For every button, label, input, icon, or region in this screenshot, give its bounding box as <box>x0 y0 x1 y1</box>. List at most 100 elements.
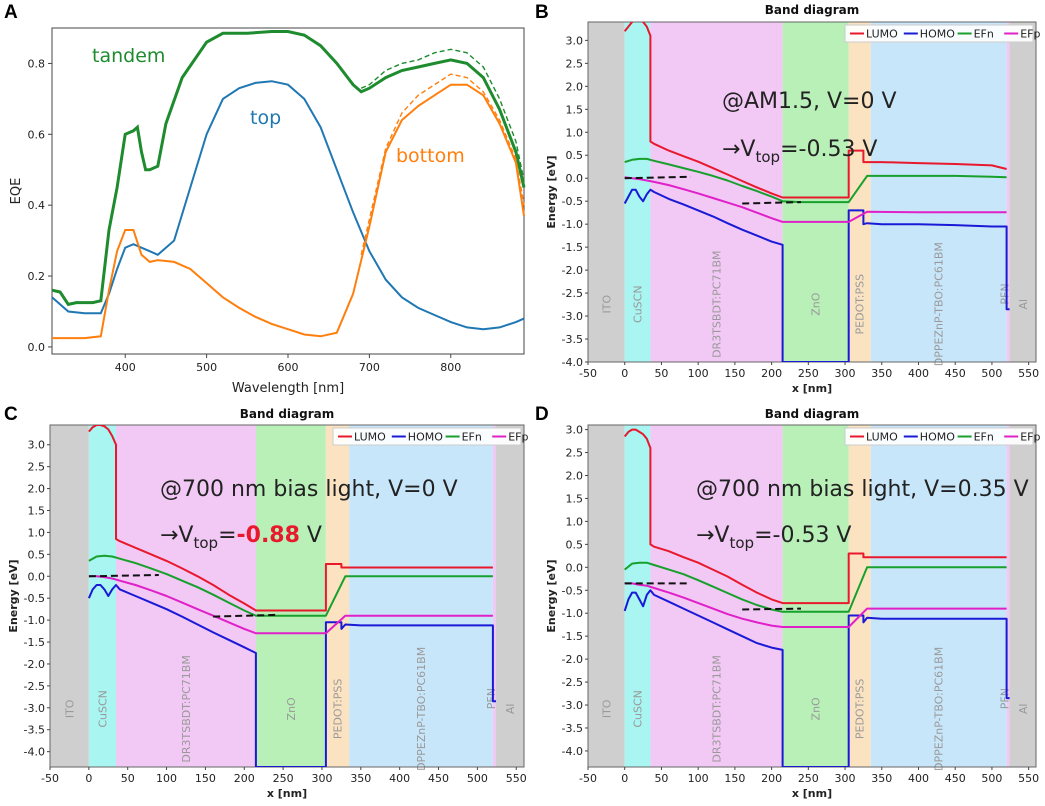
series-line-lumo <box>623 22 1007 199</box>
y-tick-label: -2.5 <box>562 676 583 689</box>
series-line-bottom-dashed <box>360 73 525 255</box>
layer-label: DR3TSBDT:PC71BM <box>711 250 724 357</box>
x-tick-label: 200 <box>761 772 782 785</box>
x-tick-label: 450 <box>945 367 966 380</box>
series-label-bottom: bottom <box>396 145 465 167</box>
x-tick-label: 250 <box>798 772 819 785</box>
y-tick-label: 1.5 <box>566 103 584 116</box>
layer-band <box>870 22 1007 362</box>
layer-band <box>496 425 524 767</box>
series-line-efp <box>624 582 1007 628</box>
x-tick-label: -50 <box>579 367 597 380</box>
quasi-fermi-dash <box>624 175 691 180</box>
x-tick-label: 350 <box>871 367 892 380</box>
y-tick-label: -3.5 <box>24 724 45 737</box>
legend-box <box>332 427 522 446</box>
y-tick-label: -1.0 <box>562 607 583 620</box>
series-line-efp <box>88 575 493 635</box>
series-label-tandem: tandem <box>92 45 165 67</box>
y-tick-label: 1.0 <box>566 515 584 528</box>
layer-band <box>1009 425 1036 767</box>
x-axis-label: x [nm] <box>267 787 307 800</box>
layer-label: DPPEZnP-TBO:PC61BM <box>933 647 946 771</box>
x-tick-label: 250 <box>273 772 294 785</box>
y-tick-label: -4.0 <box>24 746 45 759</box>
y-tick-label: 0.5 <box>28 548 46 561</box>
y-tick-label: -0.5 <box>24 592 45 605</box>
y-tick-label: 2.0 <box>566 80 584 93</box>
layer-label: ITO <box>63 699 76 718</box>
y-tick-label: 0.0 <box>28 341 46 354</box>
y-tick-label: -3.0 <box>24 702 45 715</box>
layer-label: ZnO <box>810 292 823 316</box>
x-tick-label: 500 <box>467 772 488 785</box>
layer-label: PEDOT:PSS <box>854 274 867 335</box>
series-line-homo <box>623 589 1010 767</box>
y-tick-label: -3.0 <box>562 699 583 712</box>
quasi-fermi-dash <box>742 607 802 611</box>
y-tick-label: 1.5 <box>28 505 46 518</box>
annotation-value: =-0.53 V <box>754 523 851 548</box>
y-tick-label: 2.0 <box>566 469 584 482</box>
x-tick-label: 550 <box>1018 772 1039 785</box>
layer-label: Al <box>1017 299 1030 310</box>
layer-band <box>492 425 497 767</box>
x-tick-label: 800 <box>440 361 461 374</box>
layer-band <box>848 22 871 362</box>
panel-letter-d: D <box>535 404 549 425</box>
annotation-prefix: →V <box>160 523 193 548</box>
layer-label: ZnO <box>810 697 823 721</box>
y-tick-label: 0.4 <box>28 199 46 212</box>
layer-band <box>870 425 1007 767</box>
x-tick-label: 0 <box>85 772 92 785</box>
x-tick-label: 450 <box>428 772 449 785</box>
x-tick-label: 0 <box>621 367 628 380</box>
x-tick-label: 550 <box>1018 367 1039 380</box>
y-tick-label: -0.5 <box>562 195 583 208</box>
x-tick-label: 350 <box>871 772 892 785</box>
y-tick-label: -3.5 <box>562 722 583 735</box>
y-tick-label: -2.5 <box>562 287 583 300</box>
panel-letter-a: A <box>4 2 18 23</box>
legend-label-homo: HOMO <box>920 28 955 41</box>
y-tick-label: 1.0 <box>566 126 584 139</box>
series-line-efn <box>624 157 1007 204</box>
x-tick-label: 50 <box>654 367 668 380</box>
layer-label: PFN <box>485 688 498 709</box>
annotation-vtop: →Vtop=-0.53 V <box>722 137 877 166</box>
layer-label: DPPEZnP-TBO:PC61BM <box>415 647 428 771</box>
x-axis-label: x [nm] <box>792 787 832 800</box>
y-tick-label: -0.5 <box>562 584 583 597</box>
annotation-value: = <box>218 523 236 548</box>
x-tick-label: 0 <box>621 772 628 785</box>
y-tick-label: 0.5 <box>566 149 584 162</box>
y-tick-label: 2.5 <box>566 57 584 70</box>
x-tick-label: 50 <box>654 772 668 785</box>
y-tick-label: -1.5 <box>562 241 583 254</box>
y-tick-label: 2.0 <box>28 483 46 496</box>
annotation-condition: @700 nm bias light, V=0 V <box>160 477 458 502</box>
x-tick-label: 150 <box>195 772 216 785</box>
y-tick-label: 0.2 <box>28 270 46 283</box>
y-tick-label: -2.0 <box>562 264 583 277</box>
layer-band <box>88 425 117 767</box>
x-tick-label: 100 <box>688 772 709 785</box>
legend-label-homo: HOMO <box>920 431 955 444</box>
legend-label-lumo: LUMO <box>354 431 386 444</box>
panel-letter-c: C <box>4 404 18 425</box>
y-axis-label: Energy [eV] <box>7 559 20 632</box>
layer-label: PEDOT:PSS <box>332 679 345 740</box>
x-tick-label: 300 <box>311 772 332 785</box>
layer-label: Al <box>504 704 517 715</box>
legend-label-efn: EFn <box>462 431 482 444</box>
legend-label-efn: EFn <box>974 28 994 41</box>
quasi-fermi-dash <box>742 201 802 205</box>
band-diagram-d: ITO CuSCN DR3TSBDT:PC71BM ZnO PEDOT:PSS DPPEZ… <box>545 407 1040 800</box>
series-line-homo <box>623 188 1010 362</box>
plot-frame <box>51 27 525 355</box>
x-tick-label: -50 <box>579 772 597 785</box>
y-tick-label: -1.5 <box>24 636 45 649</box>
y-tick-label: -1.0 <box>562 218 583 231</box>
series-line-efn <box>88 554 493 617</box>
